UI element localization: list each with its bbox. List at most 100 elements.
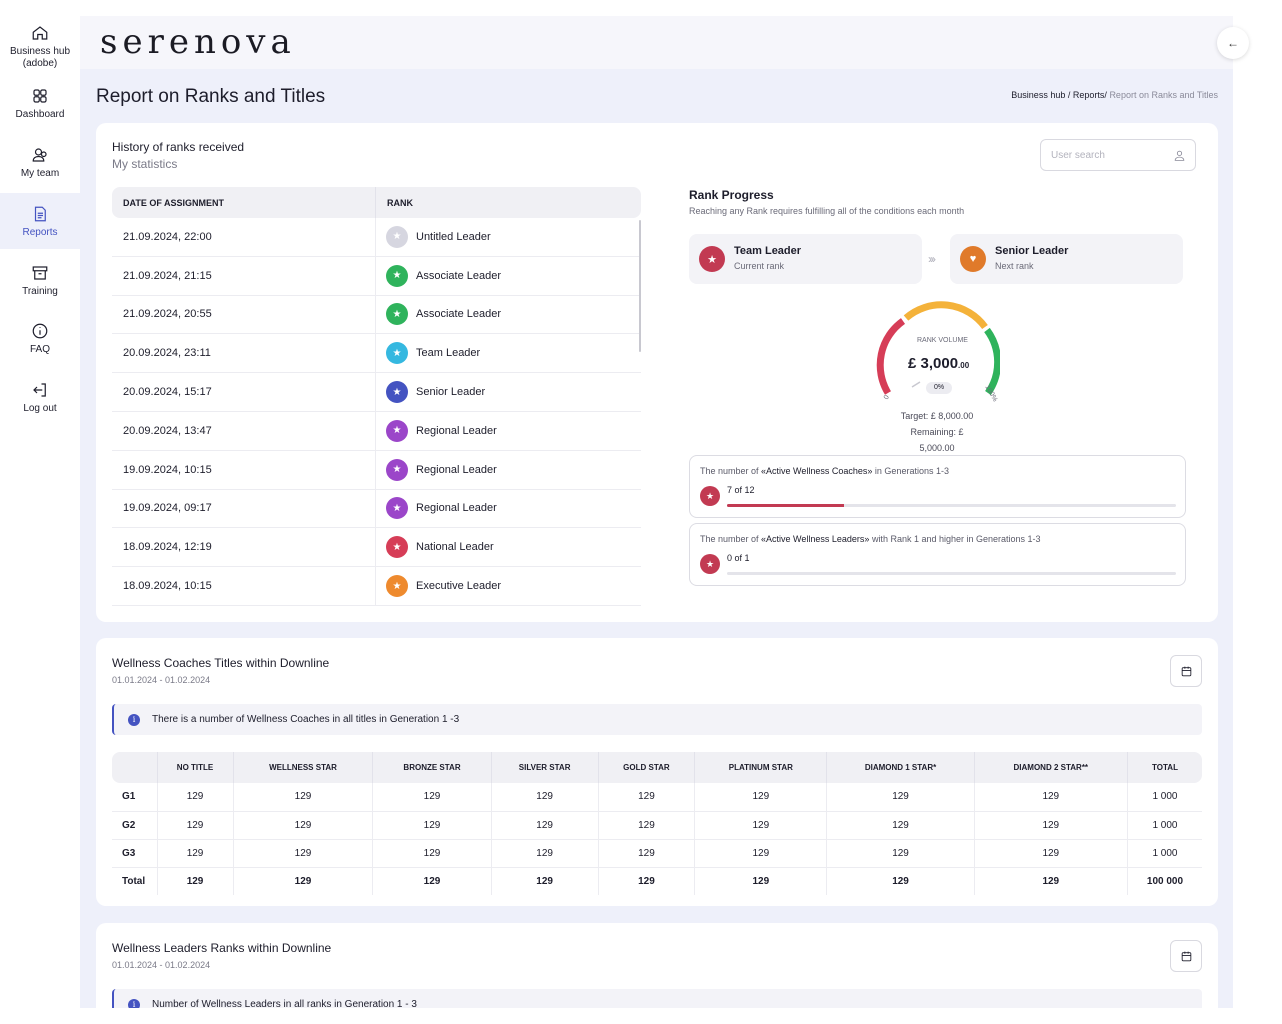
target-text: Target: £ 8,000.00 — [900, 411, 974, 421]
history-rank-name: Associate Leader — [416, 308, 501, 321]
sidebar-item-my-team[interactable]: My team — [0, 146, 80, 186]
table-cell: 100 000 — [1146, 875, 1184, 887]
search-placeholder: User search — [1051, 149, 1105, 161]
condition-card: The number of «Active Wellness Coaches» … — [689, 455, 1186, 518]
history-rank-name: Regional Leader — [416, 502, 497, 515]
history-table: DATE OF ASSIGNMENT RANK 21.09.2024, 22:0… — [112, 187, 641, 606]
rank-badge-icon: ★ — [386, 497, 408, 520]
star-badge-icon: ★ — [700, 486, 720, 506]
table-cell: 129 — [372, 867, 492, 895]
table-row: G1 129 129 129 129 129 129 129 129 1 000 — [112, 783, 1202, 812]
table-cell: 129 — [491, 811, 599, 840]
history-date: 18.09.2024, 10:15 — [112, 567, 376, 605]
breadcrumb-current: Report on Ranks and Titles — [1109, 90, 1218, 100]
table-cell: 129 — [157, 839, 234, 868]
table-cell: 129 — [974, 783, 1128, 812]
back-button[interactable]: ← — [1217, 27, 1249, 59]
column-header: SILVER STAR — [491, 752, 599, 783]
rank-badge-icon: ★ — [386, 264, 408, 287]
main-content: serenova Report on Ranks and Titles Busi… — [80, 16, 1233, 1008]
history-date: 20.09.2024, 13:47 — [112, 411, 376, 450]
condition-progress — [727, 504, 1176, 507]
history-rank: ★ Regional Leader — [376, 490, 641, 528]
rank-progress-subtitle: Reaching any Rank requires fulfilling al… — [689, 206, 965, 216]
table-cell: 129 — [157, 811, 234, 840]
calendar-button[interactable] — [1170, 940, 1202, 972]
user-icon — [1174, 150, 1185, 161]
table-cell: 129 — [826, 839, 975, 868]
table-cell: 129 — [491, 839, 599, 868]
breadcrumb-separator: / — [1067, 90, 1071, 100]
breadcrumb-reports[interactable]: Reports — [1072, 90, 1105, 100]
coaches-card: Wellness Coaches Titles within Downline … — [96, 638, 1218, 906]
sidebar-item-business-hub[interactable]: Business hub (adobe) — [0, 24, 80, 76]
gauge-percent: 0% — [926, 382, 952, 394]
history-row: 21.09.2024, 22:00 ★ Untitled Leader — [112, 218, 641, 257]
breadcrumb-business-hub[interactable]: Business hub — [1011, 90, 1066, 100]
scrollbar[interactable] — [639, 220, 641, 352]
sidebar-item-label: Business hub (adobe) — [9, 46, 71, 69]
coaches-dates: 01.01.2024 - 01.02.2024 — [112, 675, 211, 685]
current-rank-status: Current rank — [734, 261, 785, 271]
condition-highlight: «Active Wellness Coaches» — [761, 466, 873, 476]
table-cell: 129 — [598, 783, 696, 812]
team-icon — [32, 148, 47, 162]
table-cell: 1 000 — [1127, 783, 1202, 812]
column-header: NO TITLE — [157, 752, 234, 783]
table-cell: 129 — [694, 811, 828, 840]
table-cell: 129 — [598, 811, 696, 840]
sidebar-item-faq[interactable]: FAQ — [0, 322, 80, 362]
info-banner: i Number of Wellness Leaders in all rank… — [112, 989, 1202, 1008]
history-row: 19.09.2024, 10:15 ★ Regional Leader — [112, 450, 641, 490]
sidebar-item-reports[interactable]: Reports — [0, 193, 80, 249]
history-row: 18.09.2024, 10:15 ★ Executive Leader — [112, 567, 641, 606]
table-cell: 129 — [694, 783, 828, 812]
condition-progress-fill — [727, 504, 844, 507]
gauge-decimals: .00 — [958, 361, 970, 370]
history-rank-name: Senior Leader — [416, 386, 486, 399]
sidebar-item-logout[interactable]: Log out — [0, 381, 80, 421]
sidebar-item-dashboard[interactable]: Dashboard — [0, 87, 80, 127]
table-cell: 129 — [372, 839, 492, 868]
column-header — [112, 752, 158, 783]
table-cell: G2 — [112, 811, 158, 840]
home-icon — [32, 26, 48, 40]
sidebar-item-training[interactable]: Training — [0, 264, 80, 304]
sidebar-item-label: Dashboard — [15, 109, 65, 120]
star-badge-icon: ★ — [700, 554, 720, 574]
brand-logo: serenova — [100, 22, 296, 62]
rank-badge-icon: ★ — [386, 381, 408, 404]
table-cell: Total — [112, 867, 158, 895]
calendar-button[interactable] — [1170, 655, 1202, 687]
rank-badge-icon: ★ — [386, 536, 408, 559]
table-cell: 129 — [598, 867, 696, 895]
rank-badge-icon: ★ — [386, 303, 408, 326]
remaining-text: Remaining: £ 5,000.00 — [910, 427, 964, 453]
table-cell: 129 — [233, 811, 374, 840]
next-rank-name: Senior Leader — [995, 245, 1069, 257]
next-rank-box: ♥ Senior Leader Next rank — [950, 234, 1183, 284]
table-cell: 129 — [974, 839, 1128, 868]
table-cell: 129 — [372, 811, 492, 840]
table-cell: 129 — [694, 839, 828, 868]
history-row: 18.09.2024, 12:19 ★ National Leader — [112, 528, 641, 568]
report-icon — [34, 206, 46, 222]
gauge-value: £ 3,000.00 — [908, 355, 969, 372]
heart-badge-icon: ♥ — [960, 246, 986, 272]
history-table-header: DATE OF ASSIGNMENT RANK — [112, 187, 641, 218]
history-row: 21.09.2024, 20:55 ★ Associate Leader — [112, 295, 641, 335]
dashboard-icon — [33, 89, 47, 103]
table-cell: 129 — [974, 867, 1128, 895]
history-date: 19.09.2024, 09:17 — [112, 489, 376, 528]
column-date: DATE OF ASSIGNMENT — [112, 187, 376, 218]
leaders-card: Wellness Leaders Ranks within Downline 0… — [96, 923, 1218, 1008]
table-cell: 129 — [694, 867, 828, 895]
history-rank: ★ Associate Leader — [376, 296, 641, 334]
condition-count: 7 of 12 — [727, 485, 755, 495]
rank-badge-icon: ★ — [386, 225, 408, 248]
condition-pre: The number of — [700, 534, 762, 544]
column-rank: RANK — [387, 197, 413, 208]
history-date: 18.09.2024, 12:19 — [112, 528, 376, 567]
coaches-title: Wellness Coaches Titles within Downline — [112, 656, 330, 670]
user-search-input[interactable]: User search — [1040, 139, 1196, 171]
